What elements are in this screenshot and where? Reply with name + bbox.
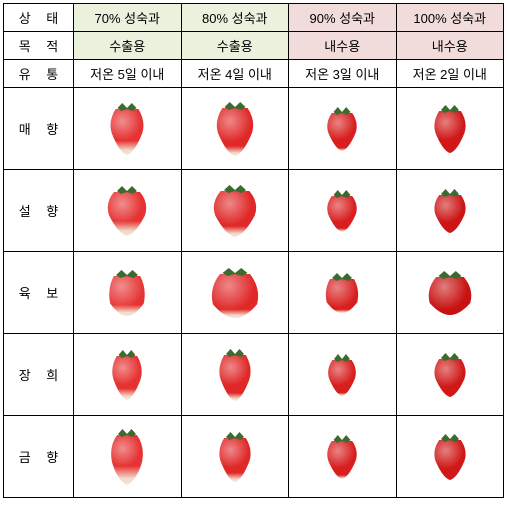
dist-0: 저온 5일 이내 — [74, 60, 182, 88]
strawberry-image — [396, 252, 504, 334]
variety-row: 장 희 — [4, 334, 504, 416]
variety-label: 설 향 — [4, 170, 74, 252]
strawberry-image — [289, 334, 397, 416]
purpose-2: 내수용 — [289, 32, 397, 60]
purpose-3: 내수용 — [396, 32, 504, 60]
strawberry-image — [289, 416, 397, 498]
dist-2: 저온 3일 이내 — [289, 60, 397, 88]
strawberry-image — [396, 334, 504, 416]
strawberry-image — [289, 252, 397, 334]
strawberry-image — [181, 334, 289, 416]
strawberry-image — [181, 170, 289, 252]
strawberry-image — [74, 334, 182, 416]
purpose-1: 수출용 — [181, 32, 289, 60]
distribution-row: 유 통 저온 5일 이내 저온 4일 이내 저온 3일 이내 저온 2일 이내 — [4, 60, 504, 88]
distribution-label: 유 통 — [4, 60, 74, 88]
strawberry-image — [74, 170, 182, 252]
strawberry-image — [74, 88, 182, 170]
strawberry-image — [181, 416, 289, 498]
strawberry-image — [289, 88, 397, 170]
state-row: 상 태 70% 성숙과 80% 성숙과 90% 성숙과 100% 성숙과 — [4, 4, 504, 32]
dist-1: 저온 4일 이내 — [181, 60, 289, 88]
maturity-table: 상 태 70% 성숙과 80% 성숙과 90% 성숙과 100% 성숙과 목 적… — [3, 3, 504, 498]
strawberry-image — [289, 170, 397, 252]
strawberry-image — [74, 252, 182, 334]
variety-row: 설 향 — [4, 170, 504, 252]
maturity-90: 90% 성숙과 — [289, 4, 397, 32]
maturity-100: 100% 성숙과 — [396, 4, 504, 32]
variety-row: 육 보 — [4, 252, 504, 334]
variety-label: 장 희 — [4, 334, 74, 416]
state-label: 상 태 — [4, 4, 74, 32]
variety-label: 매 향 — [4, 88, 74, 170]
variety-label: 금 향 — [4, 416, 74, 498]
strawberry-image — [181, 252, 289, 334]
strawberry-image — [396, 170, 504, 252]
variety-row: 매 향 — [4, 88, 504, 170]
purpose-0: 수출용 — [74, 32, 182, 60]
strawberry-image — [396, 416, 504, 498]
variety-row: 금 향 — [4, 416, 504, 498]
variety-label: 육 보 — [4, 252, 74, 334]
maturity-80: 80% 성숙과 — [181, 4, 289, 32]
maturity-70: 70% 성숙과 — [74, 4, 182, 32]
purpose-row: 목 적 수출용 수출용 내수용 내수용 — [4, 32, 504, 60]
dist-3: 저온 2일 이내 — [396, 60, 504, 88]
strawberry-image — [181, 88, 289, 170]
strawberry-image — [74, 416, 182, 498]
strawberry-image — [396, 88, 504, 170]
purpose-label: 목 적 — [4, 32, 74, 60]
